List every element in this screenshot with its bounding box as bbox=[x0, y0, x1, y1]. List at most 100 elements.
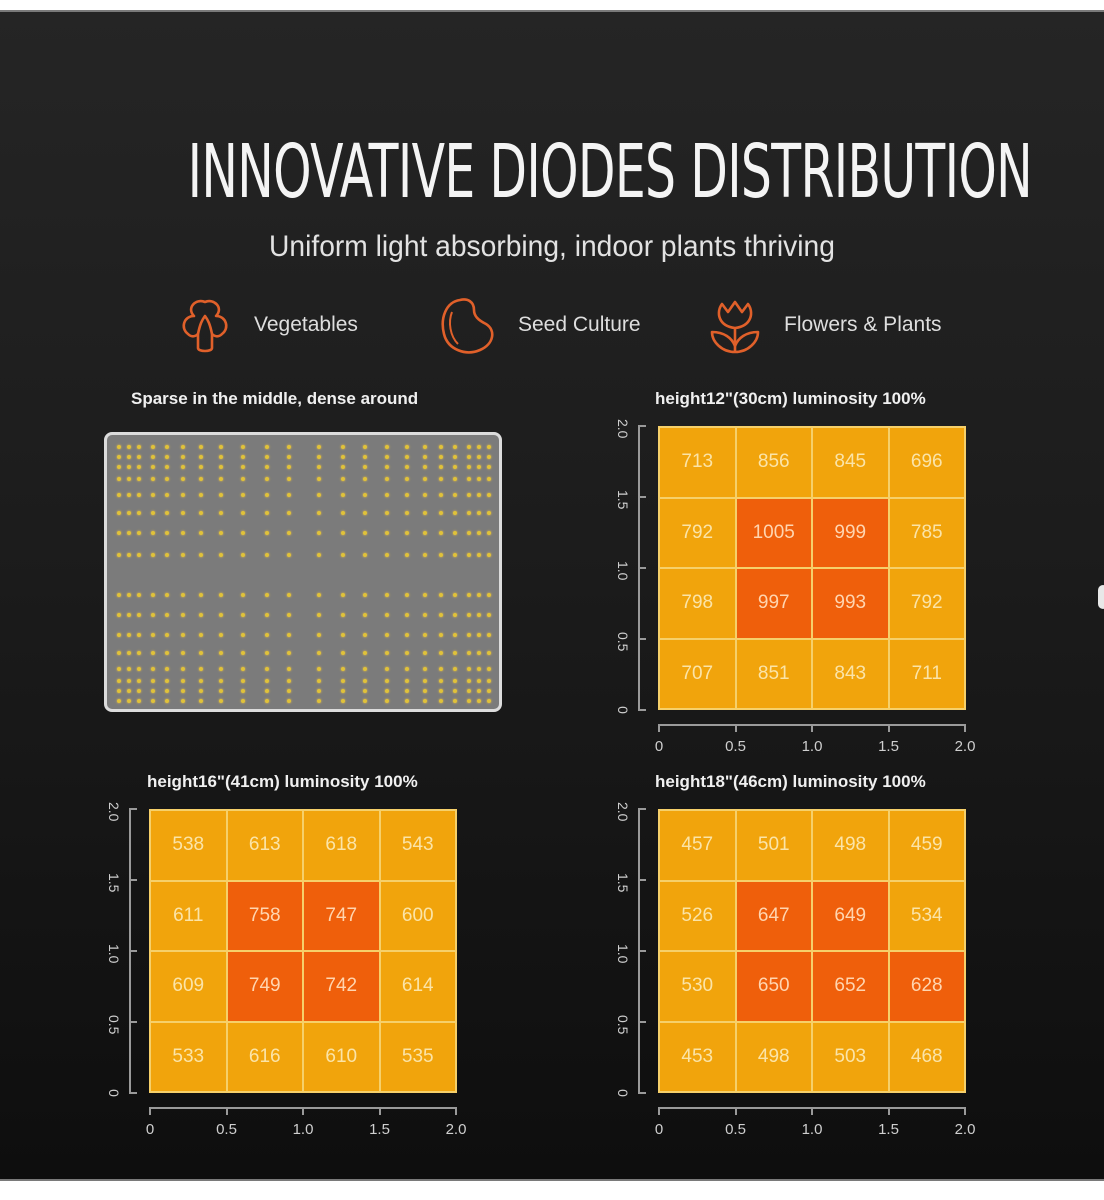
x-tick bbox=[378, 1107, 381, 1115]
led-dot bbox=[363, 493, 367, 497]
heatmap-cell: 543 bbox=[380, 811, 455, 880]
led-dot bbox=[117, 679, 121, 683]
led-dot bbox=[137, 699, 141, 703]
led-dot bbox=[199, 699, 203, 703]
led-dot bbox=[117, 455, 121, 459]
led-dot bbox=[439, 553, 443, 557]
led-dot bbox=[423, 699, 427, 703]
led-dot bbox=[467, 613, 471, 617]
led-dot bbox=[423, 689, 427, 693]
led-dot bbox=[117, 531, 121, 535]
led-dot bbox=[181, 455, 185, 459]
heatmap-cell: 453 bbox=[660, 1022, 735, 1091]
x-tick bbox=[734, 1107, 737, 1115]
x-tick-label: 0.5 bbox=[725, 738, 746, 755]
led-dot bbox=[317, 465, 321, 469]
heatmap-cell: 997 bbox=[736, 569, 811, 638]
heatmap-cell: 696 bbox=[889, 428, 964, 497]
led-dot bbox=[477, 465, 481, 469]
heatmap-cell: 652 bbox=[813, 952, 888, 1021]
led-dot bbox=[405, 553, 409, 557]
led-dot bbox=[165, 651, 169, 655]
led-dot bbox=[165, 531, 169, 535]
led-dot bbox=[341, 511, 345, 515]
led-dot bbox=[137, 689, 141, 693]
led-dot bbox=[117, 445, 121, 449]
led-dot bbox=[385, 465, 389, 469]
led-dot bbox=[241, 613, 245, 617]
led-dot bbox=[165, 445, 169, 449]
led-dot bbox=[467, 511, 471, 515]
led-dot bbox=[363, 511, 367, 515]
heatmap-16in: 538 613 618 543 611 758 747 600 609 749 742 614 533 6… bbox=[106, 802, 507, 1169]
led-dot bbox=[287, 633, 291, 637]
led-dot bbox=[181, 465, 185, 469]
led-dot bbox=[467, 633, 471, 637]
led-dot bbox=[287, 445, 291, 449]
led-dot bbox=[127, 511, 131, 515]
y-tick-label: 1.0 bbox=[106, 944, 122, 964]
led-dot bbox=[477, 531, 481, 535]
led-dot bbox=[165, 511, 169, 515]
led-dot bbox=[151, 633, 155, 637]
led-dot bbox=[241, 477, 245, 481]
x-tick bbox=[811, 724, 813, 732]
led-dot bbox=[477, 633, 481, 637]
carousel-next-arrow-icon[interactable] bbox=[1098, 585, 1104, 609]
heatmap-cell: 501 bbox=[736, 811, 811, 880]
x-tick-label: 0.5 bbox=[216, 1121, 237, 1138]
y-tick bbox=[638, 496, 646, 498]
x-tick bbox=[149, 1107, 151, 1115]
led-dot bbox=[439, 445, 443, 449]
led-dot bbox=[363, 465, 367, 469]
led-dot bbox=[137, 477, 141, 481]
led-dot bbox=[219, 679, 223, 683]
led-dot bbox=[219, 651, 223, 655]
category-label: Vegetables bbox=[254, 313, 358, 336]
led-dot bbox=[341, 679, 345, 683]
led-dot bbox=[287, 699, 291, 703]
led-dot bbox=[453, 531, 457, 535]
heatmap-cell: 538 bbox=[151, 811, 226, 880]
led-dot bbox=[439, 689, 443, 693]
led-dot bbox=[241, 667, 245, 671]
led-dot bbox=[317, 493, 321, 497]
y-tick-label: 0.5 bbox=[106, 1015, 122, 1035]
led-dot bbox=[467, 699, 471, 703]
led-dot bbox=[265, 613, 269, 617]
led-dot bbox=[439, 465, 443, 469]
led-dot bbox=[117, 689, 121, 693]
heatmap-cell: 616 bbox=[227, 1022, 302, 1091]
led-dot bbox=[127, 477, 131, 481]
led-dot bbox=[385, 593, 389, 597]
heatmap-title: height12"(30cm) luminosity 100% bbox=[655, 389, 926, 408]
led-dot bbox=[265, 679, 269, 683]
led-dot bbox=[439, 613, 443, 617]
led-dot bbox=[181, 613, 185, 617]
led-dot bbox=[477, 477, 481, 481]
led-dot bbox=[487, 633, 491, 637]
y-tick bbox=[638, 425, 646, 427]
led-dot bbox=[127, 689, 131, 693]
led-dot bbox=[423, 445, 427, 449]
led-dot bbox=[385, 679, 389, 683]
led-dot bbox=[385, 455, 389, 459]
led-dot bbox=[439, 593, 443, 597]
led-dot bbox=[287, 465, 291, 469]
led-dot bbox=[199, 633, 203, 637]
led-dot bbox=[385, 553, 389, 557]
led-dot bbox=[287, 613, 291, 617]
led-dot bbox=[151, 689, 155, 693]
led-dot bbox=[487, 477, 491, 481]
led-dot bbox=[199, 651, 203, 655]
led-dot bbox=[453, 613, 457, 617]
led-dot bbox=[341, 633, 345, 637]
heatmap-cell: 533 bbox=[151, 1022, 226, 1091]
led-dot bbox=[363, 613, 367, 617]
category-label: Flowers & Plants bbox=[784, 313, 942, 336]
led-dot bbox=[199, 593, 203, 597]
bean-seed-icon bbox=[441, 298, 494, 354]
led-dot bbox=[405, 511, 409, 515]
led-dot bbox=[467, 477, 471, 481]
y-tick bbox=[638, 1021, 646, 1023]
